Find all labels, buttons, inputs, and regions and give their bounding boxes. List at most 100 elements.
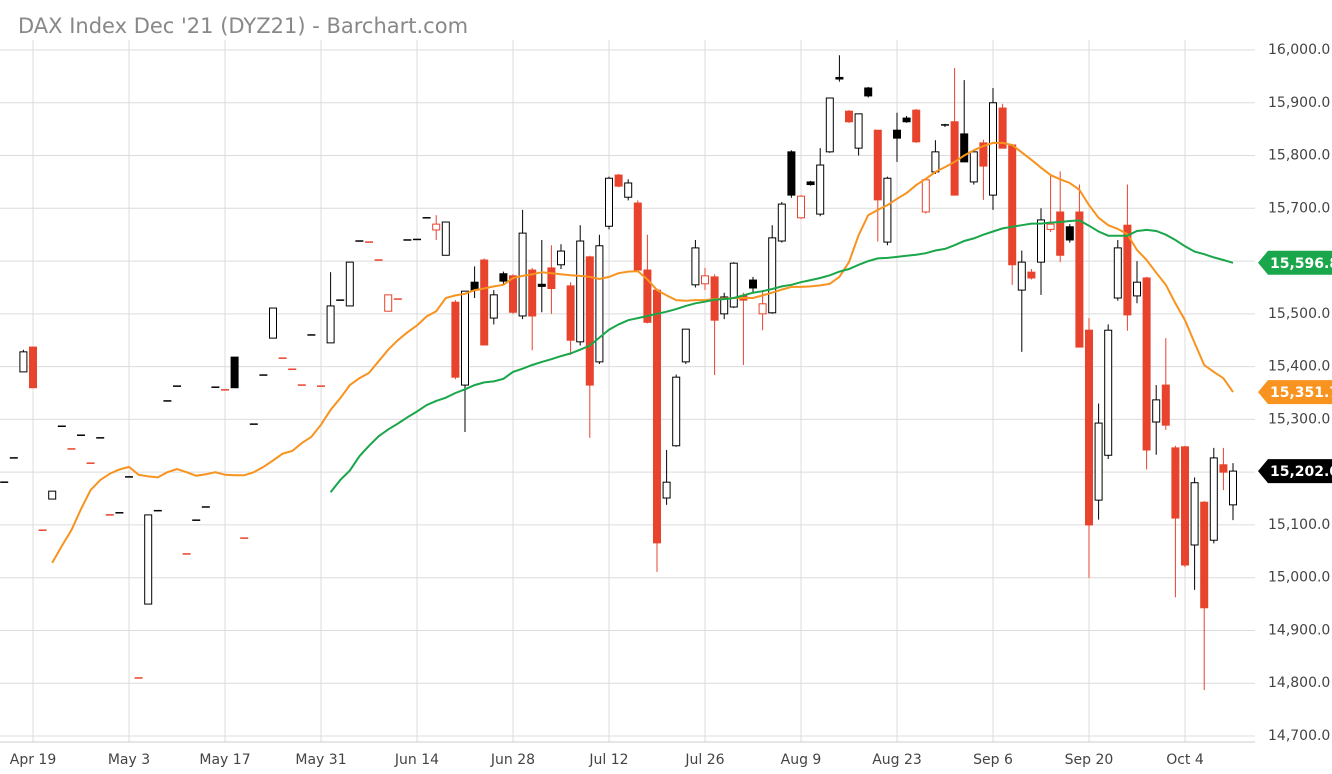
candle-body	[1085, 329, 1093, 526]
x-tick-label: May 31	[295, 752, 346, 768]
candle-body	[1113, 247, 1122, 299]
candle-body	[816, 164, 825, 215]
candle-body	[1027, 271, 1036, 279]
candle-body	[29, 346, 37, 389]
y-tick-label: 15,500.0	[1268, 306, 1330, 322]
candle-body	[269, 307, 277, 339]
candle-body	[345, 261, 354, 307]
candle-body	[144, 514, 153, 605]
candle-body	[1161, 384, 1170, 426]
candle-body	[806, 181, 815, 186]
x-tick-label: Sep 20	[1065, 752, 1114, 768]
candle-body	[1142, 277, 1151, 451]
y-tick-label: 15,100.0	[1268, 517, 1330, 533]
price-tag-label: 15,596.8	[1270, 256, 1332, 272]
candle-body	[19, 351, 28, 373]
candle-body	[825, 97, 834, 153]
candle-body	[624, 182, 633, 198]
x-tick-label: Aug 23	[872, 752, 922, 768]
candle-body	[643, 269, 652, 323]
x-tick-label: Oct 4	[1166, 752, 1204, 768]
candle-body	[1104, 329, 1113, 456]
candle-body	[681, 328, 690, 363]
moving-average-line	[329, 219, 1234, 493]
candle-body	[729, 262, 738, 308]
candle-body	[1200, 501, 1209, 609]
candle-body	[1171, 447, 1180, 519]
plot	[0, 55, 1237, 691]
candle-body	[1008, 144, 1017, 266]
candle-body	[451, 301, 460, 378]
candle-body	[633, 202, 642, 271]
price-tag	[1258, 250, 1332, 275]
candle-body	[441, 221, 450, 256]
grid	[0, 40, 1255, 743]
y-tick-label: 14,800.0	[1268, 675, 1330, 691]
y-tick-label: 15,000.0	[1268, 570, 1330, 586]
candle-body	[432, 223, 441, 231]
candle-body	[787, 151, 796, 196]
x-tick-label: Sep 6	[973, 752, 1013, 768]
candle-body	[873, 129, 882, 201]
candle-body	[662, 481, 671, 499]
candle-body	[864, 87, 873, 97]
candle-body	[557, 250, 565, 266]
candle-body	[528, 269, 537, 317]
x-tick-label: Jun 28	[490, 752, 535, 768]
candle-body	[720, 296, 729, 315]
y-tick-label: 14,900.0	[1268, 622, 1330, 638]
candle-body	[998, 107, 1007, 149]
y-tick-label: 14,700.0	[1268, 728, 1330, 744]
candle-body	[797, 195, 805, 219]
candle-body	[566, 285, 575, 341]
candle-body	[931, 151, 940, 173]
candle-body	[1229, 470, 1237, 506]
candle-body	[509, 275, 517, 313]
candle-body	[1056, 211, 1065, 256]
y-tick-label: 15,400.0	[1268, 359, 1330, 375]
x-tick-label: Jul 26	[684, 752, 724, 768]
candle-body	[480, 259, 489, 346]
price-tag-label: 15,202.0	[1270, 464, 1332, 480]
y-tick-label: 15,300.0	[1268, 411, 1330, 427]
candle-body	[1037, 219, 1045, 263]
x-tick-label: May 17	[199, 752, 250, 768]
candle-body	[835, 76, 844, 80]
candle-body	[1209, 457, 1218, 541]
candle-body	[1123, 224, 1132, 316]
candle-body	[960, 133, 969, 163]
candle-body	[950, 121, 959, 196]
candle-body	[585, 256, 594, 386]
x-tick-label: Apr 19	[10, 752, 56, 768]
candle-body	[576, 240, 585, 343]
candle-body	[845, 110, 853, 123]
candle-body	[1075, 211, 1084, 348]
candle-body	[1094, 422, 1103, 501]
candle-body	[1133, 281, 1141, 297]
candle-body	[499, 273, 508, 282]
candle-body	[595, 245, 604, 363]
price-tag	[1258, 459, 1332, 484]
candle-body	[749, 279, 757, 289]
candle-body	[230, 356, 239, 389]
candle-body	[893, 129, 901, 139]
candle-body	[989, 102, 997, 196]
candle-body	[912, 109, 921, 143]
candle-body	[777, 203, 786, 242]
candle-body	[653, 289, 661, 544]
candle-body	[854, 113, 863, 149]
candle-body	[614, 174, 623, 187]
candle-body	[489, 294, 498, 319]
x-tick-label: Aug 9	[781, 752, 822, 768]
candle-body	[969, 151, 978, 183]
candle-body	[883, 177, 892, 243]
candle-body	[48, 490, 57, 500]
candle-body	[1017, 261, 1026, 291]
candle-body	[691, 247, 700, 286]
y-tick-label: 15,800.0	[1268, 148, 1330, 164]
candle-body	[701, 275, 709, 285]
moving-average-line	[51, 141, 1234, 564]
candle-body	[902, 117, 911, 123]
candle-body	[921, 179, 930, 213]
